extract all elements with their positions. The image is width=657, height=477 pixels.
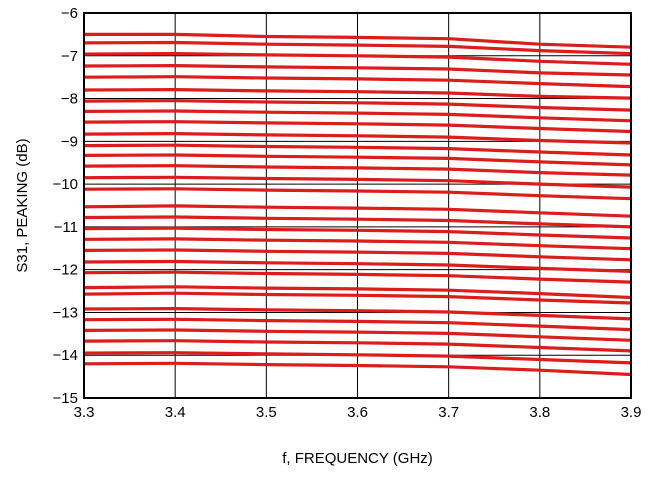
x-tick-label: 3.3 [74, 404, 95, 421]
series-line-7 [83, 99, 632, 112]
series-line-30 [83, 361, 632, 377]
x-tick-label: 3.5 [256, 404, 277, 421]
series-line-26 [83, 317, 632, 332]
series-line-5 [83, 75, 632, 89]
series-line-18 [83, 226, 632, 240]
y-tick-label: −8 [61, 91, 78, 108]
series-line-16 [83, 204, 632, 218]
x-tick-label: 3.8 [529, 404, 550, 421]
y-tick-label: −12 [53, 262, 78, 279]
series-line-2 [83, 40, 632, 56]
series-line-20 [83, 248, 632, 262]
y-tick-labels: −6 −7 −8 −9 −10 −11 −12 −13 −14 −15 [53, 5, 78, 407]
series-line-23 [83, 285, 632, 300]
series-line-22 [83, 270, 632, 284]
series-line-9 [83, 120, 632, 134]
x-axis-title: f, FREQUENCY (GHz) [282, 450, 433, 467]
series-line-17 [83, 215, 632, 229]
series-line-12 [83, 153, 632, 167]
plot-area-frame [83, 12, 632, 399]
y-tick-label: −14 [53, 347, 78, 364]
x-tick-label: 3.6 [347, 404, 368, 421]
series-line-3 [83, 51, 632, 66]
series-line-29 [83, 351, 632, 365]
x-tick-labels: 3.3 3.4 3.5 3.6 3.7 3.8 3.9 [74, 404, 642, 421]
x-tick-label: 3.7 [438, 404, 459, 421]
series-line-21 [83, 259, 632, 273]
y-axis-title: S31, PEAKING (dB) [14, 138, 31, 272]
series-line-15 [83, 187, 632, 201]
series-line-4 [83, 63, 632, 77]
series-line-24 [83, 291, 632, 305]
series-line-10 [83, 132, 632, 145]
y-tick-label: −11 [54, 219, 78, 236]
series-line-19 [83, 237, 632, 251]
y-tick-label: −9 [61, 133, 78, 150]
series-line-8 [83, 109, 632, 123]
y-tick-label: −6 [61, 5, 78, 22]
series-line-27 [83, 328, 632, 342]
y-tick-label: −13 [53, 304, 78, 321]
series-line-13 [83, 164, 632, 177]
series-line-1 [84, 32, 632, 49]
x-tick-label: 3.4 [165, 404, 186, 421]
series-group [83, 32, 632, 377]
series-line-11 [83, 143, 632, 157]
y-tick-label: −10 [53, 176, 78, 193]
series-line-25 [83, 307, 632, 321]
y-tick-label: −15 [53, 390, 78, 407]
x-tick-label: 3.9 [621, 404, 642, 421]
series-line-14 [83, 175, 632, 189]
series-line-6 [83, 87, 632, 100]
series-line-28 [83, 339, 632, 353]
y-tick-label: −7 [61, 48, 78, 65]
